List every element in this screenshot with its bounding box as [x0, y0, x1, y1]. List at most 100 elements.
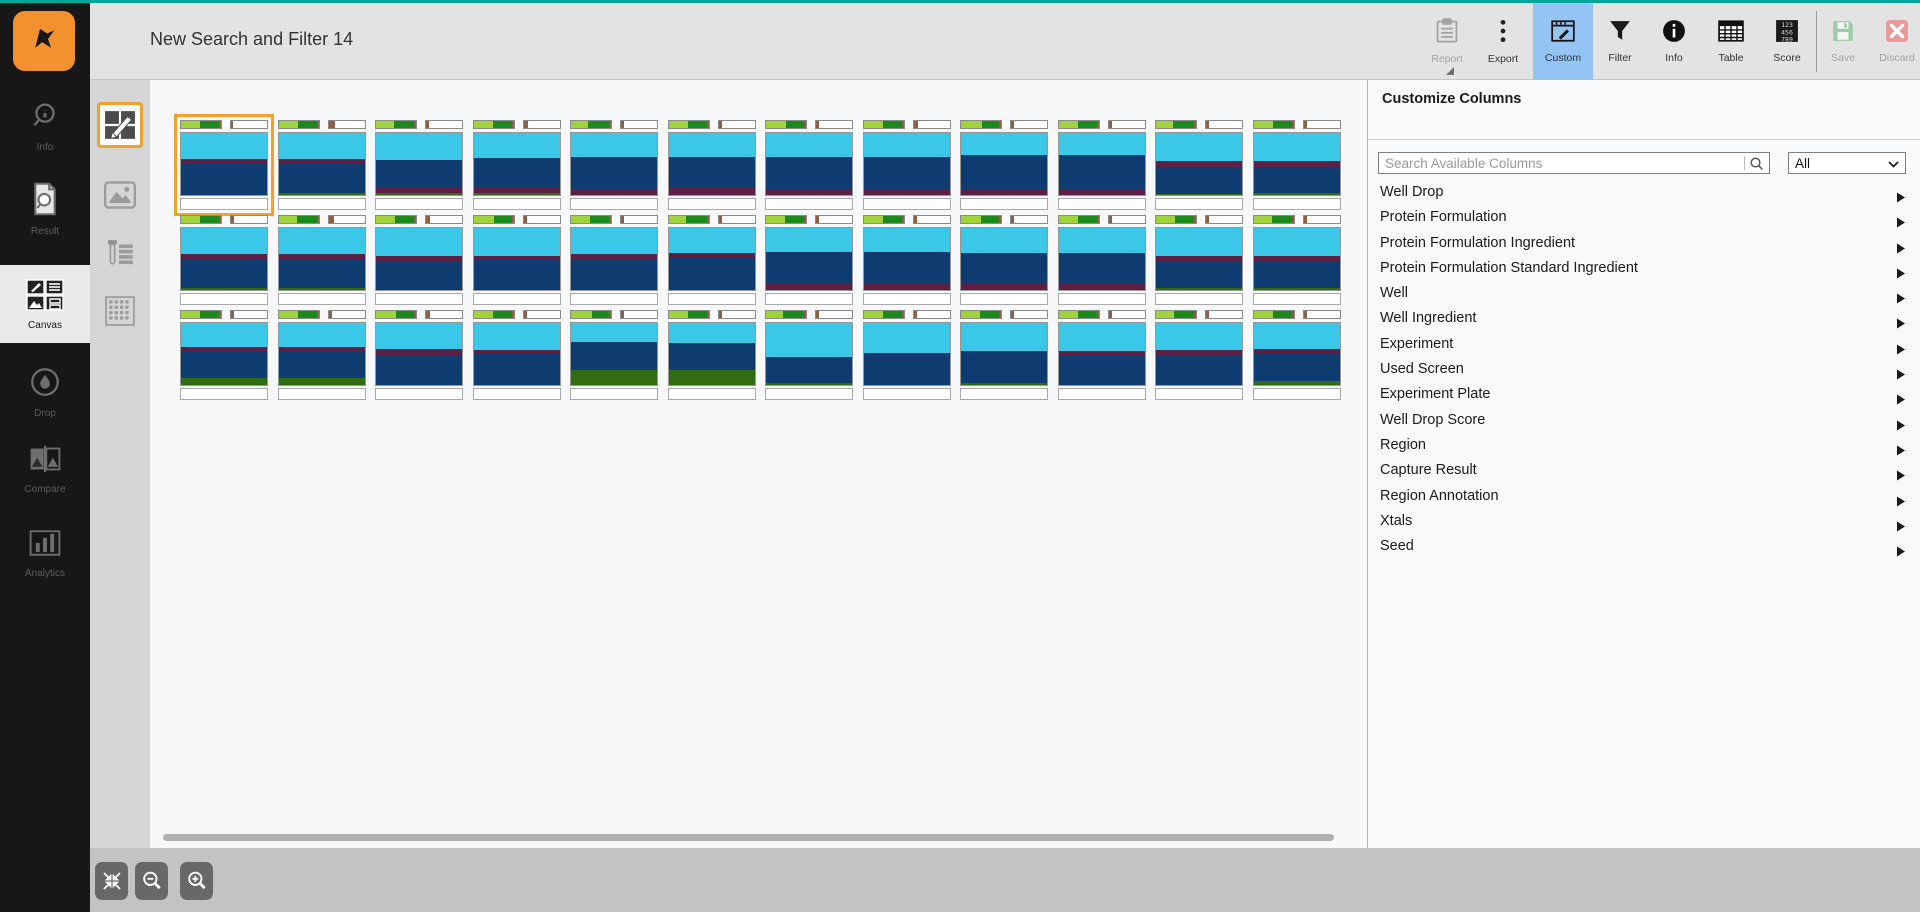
column-group-list: Well Drop Protein Formulation Protein Form…	[1368, 180, 1920, 559]
zoom-in-button[interactable]	[180, 862, 213, 900]
result-document-icon	[28, 181, 62, 222]
drop-thumbnail[interactable]	[667, 215, 756, 305]
drop-thumbnail[interactable]	[765, 120, 853, 210]
drop-thumbnail[interactable]	[375, 120, 463, 210]
drop-thumbnail[interactable]	[1155, 310, 1243, 400]
sidebar-item-drop[interactable]: Drop	[0, 365, 90, 419]
drop-thumbnail[interactable]	[1252, 310, 1341, 400]
drop-thumbnail[interactable]	[765, 215, 853, 305]
thumbnail-footer	[277, 198, 366, 210]
drop-thumbnail[interactable]	[472, 215, 561, 305]
drop-thumbnail[interactable]	[667, 310, 756, 400]
drop-thumbnail[interactable]	[1057, 310, 1146, 400]
report-button[interactable]: Report	[1419, 3, 1475, 80]
plate-grid-view-button[interactable]	[97, 288, 143, 334]
drop-thumbnail[interactable]	[765, 310, 853, 400]
score-button[interactable]: 123 456 789 Score	[1759, 3, 1815, 80]
discard-button[interactable]: Discard	[1871, 3, 1920, 80]
drop-thumbnail[interactable]	[960, 120, 1048, 210]
drop-image	[180, 132, 268, 196]
expand-arrow-icon	[1896, 339, 1906, 364]
fit-to-view-button[interactable]	[95, 862, 128, 900]
drop-image	[765, 227, 853, 291]
score-bar	[375, 215, 417, 224]
drop-thumbnail[interactable]	[1252, 120, 1341, 210]
drop-thumbnail[interactable]	[862, 120, 951, 210]
column-group-item[interactable]: Well Drop	[1368, 180, 1920, 205]
sidebar-item-result[interactable]: Result	[0, 181, 90, 237]
drop-thumbnail[interactable]	[862, 310, 951, 400]
drop-image	[472, 132, 561, 196]
image-view-button[interactable]	[97, 172, 143, 218]
drop-thumbnail[interactable]	[174, 114, 274, 216]
column-group-item[interactable]: Protein Formulation Ingredient	[1368, 231, 1920, 256]
drop-icon	[28, 365, 62, 404]
tube-list-view-button[interactable]	[97, 230, 143, 276]
column-group-item[interactable]: Xtals	[1368, 509, 1920, 534]
drop-thumbnail[interactable]	[570, 215, 658, 305]
drop-thumbnail[interactable]	[1252, 215, 1341, 305]
column-group-item[interactable]: Protein Formulation	[1368, 205, 1920, 230]
drop-thumbnail[interactable]	[570, 310, 658, 400]
table-button[interactable]: Table	[1703, 3, 1759, 80]
save-button[interactable]: Save	[1817, 3, 1869, 80]
sidebar-item-analytics[interactable]: Analytics	[0, 527, 90, 579]
search-input[interactable]	[1379, 155, 1744, 171]
column-group-item[interactable]: Capture Result	[1368, 458, 1920, 483]
column-group-label: Well	[1380, 285, 1408, 302]
sidebar-item-info[interactable]: Info	[0, 99, 90, 153]
drop-thumbnail[interactable]	[277, 215, 366, 305]
column-group-item[interactable]: Seed	[1368, 534, 1920, 559]
column-group-label: Xtals	[1380, 512, 1413, 529]
column-group-item[interactable]: Well Ingredient	[1368, 306, 1920, 331]
export-button[interactable]: Export	[1475, 3, 1531, 80]
drop-thumbnail[interactable]	[862, 215, 951, 305]
column-group-item[interactable]: Region Annotation	[1368, 484, 1920, 509]
svg-text:456: 456	[1781, 28, 1793, 36]
custom-button[interactable]: Custom	[1533, 3, 1593, 80]
top-accent-strip	[0, 0, 1920, 3]
drop-thumbnail[interactable]	[472, 310, 561, 400]
column-filter-dropdown[interactable]: All	[1788, 152, 1906, 174]
drop-thumbnail[interactable]	[472, 120, 561, 210]
drop-thumbnail[interactable]	[1057, 215, 1146, 305]
drop-thumbnail[interactable]	[960, 215, 1048, 305]
thumbnail-footer	[180, 293, 268, 305]
drop-thumbnail[interactable]	[277, 120, 366, 210]
column-group-item[interactable]: Used Screen	[1368, 357, 1920, 382]
sidebar-item-canvas[interactable]: Canvas	[0, 265, 90, 343]
info-label: Info	[1665, 52, 1683, 64]
expand-arrow-icon	[1896, 389, 1906, 414]
drop-thumbnail[interactable]	[375, 215, 463, 305]
info-button[interactable]: Info	[1646, 3, 1702, 80]
sidebar-item-compare[interactable]: Compare	[0, 443, 90, 495]
column-group-item[interactable]: Well	[1368, 281, 1920, 306]
drop-thumbnail[interactable]	[1155, 120, 1243, 210]
drop-image	[570, 322, 658, 386]
drop-image	[1057, 132, 1146, 196]
drop-thumbnail[interactable]	[277, 310, 366, 400]
zoom-out-button[interactable]	[135, 862, 168, 900]
drop-thumbnail[interactable]	[960, 310, 1048, 400]
drop-thumbnail[interactable]	[1057, 120, 1146, 210]
column-group-item[interactable]: Experiment Plate	[1368, 382, 1920, 407]
drop-thumbnail[interactable]	[570, 120, 658, 210]
column-group-item[interactable]: Experiment	[1368, 332, 1920, 357]
drop-thumbnail[interactable]	[375, 310, 463, 400]
search-icon[interactable]	[1749, 156, 1764, 171]
drop-thumbnail[interactable]	[1155, 215, 1243, 305]
drop-thumbnail[interactable]	[667, 120, 756, 210]
thumbnail-footer	[1057, 198, 1146, 210]
drop-thumbnail[interactable]	[180, 215, 268, 305]
score-bar	[472, 310, 515, 319]
column-group-item[interactable]: Protein Formulation Standard Ingredient	[1368, 256, 1920, 281]
canvas-view-button[interactable]	[97, 102, 143, 148]
filter-button[interactable]: Filter	[1592, 3, 1648, 80]
horizontal-scrollbar[interactable]	[163, 834, 1334, 841]
score-bar	[277, 215, 320, 224]
drop-image	[1057, 227, 1146, 291]
column-group-label: Experiment	[1380, 335, 1454, 352]
column-group-item[interactable]: Region	[1368, 433, 1920, 458]
column-group-item[interactable]: Well Drop Score	[1368, 408, 1920, 433]
drop-thumbnail[interactable]	[180, 310, 268, 400]
